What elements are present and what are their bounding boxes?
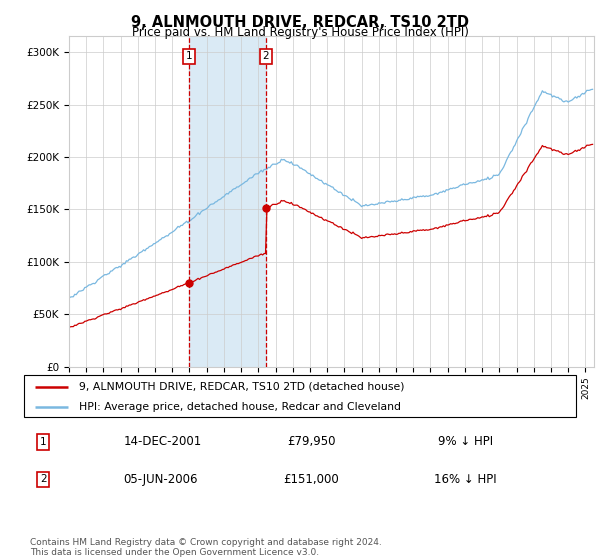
Text: 2: 2 (40, 474, 47, 484)
Text: 1: 1 (40, 437, 47, 447)
Point (261, 204, 271, 213)
Text: 14-DEC-2001: 14-DEC-2001 (124, 435, 202, 449)
Text: 16% ↓ HPI: 16% ↓ HPI (434, 473, 497, 486)
Text: 2: 2 (262, 52, 269, 62)
Text: 1: 1 (185, 52, 192, 62)
Text: £79,950: £79,950 (287, 435, 335, 449)
Text: £151,000: £151,000 (283, 473, 339, 486)
Text: Contains HM Land Registry data © Crown copyright and database right 2024.
This d: Contains HM Land Registry data © Crown c… (30, 538, 382, 557)
Text: HPI: Average price, detached house, Redcar and Cleveland: HPI: Average price, detached house, Redc… (79, 402, 401, 412)
Point (184, 278, 194, 287)
FancyBboxPatch shape (24, 375, 576, 417)
Bar (189, 36, 266, 367)
Text: 9, ALNMOUTH DRIVE, REDCAR, TS10 2TD: 9, ALNMOUTH DRIVE, REDCAR, TS10 2TD (131, 15, 469, 30)
Text: Price paid vs. HM Land Registry's House Price Index (HPI): Price paid vs. HM Land Registry's House … (131, 26, 469, 39)
Text: 9, ALNMOUTH DRIVE, REDCAR, TS10 2TD (detached house): 9, ALNMOUTH DRIVE, REDCAR, TS10 2TD (det… (79, 382, 404, 392)
Text: 9% ↓ HPI: 9% ↓ HPI (438, 435, 493, 449)
Text: 05-JUN-2006: 05-JUN-2006 (124, 473, 198, 486)
